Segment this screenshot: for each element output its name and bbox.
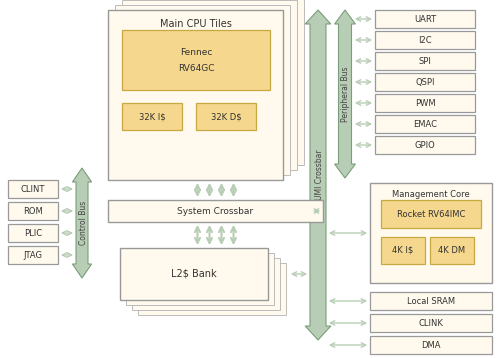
Text: EMAC: EMAC — [413, 120, 437, 129]
Text: 4K I$: 4K I$ — [392, 246, 413, 255]
Text: RV64GC: RV64GC — [178, 63, 214, 73]
Polygon shape — [72, 168, 92, 278]
Bar — [120, 248, 268, 300]
Text: DMA: DMA — [421, 340, 441, 349]
Text: PWM: PWM — [414, 98, 436, 107]
Bar — [108, 200, 323, 222]
Bar — [430, 237, 474, 264]
Text: GPIO: GPIO — [414, 140, 436, 150]
Text: L2$ Bank: L2$ Bank — [171, 269, 217, 279]
Bar — [375, 10, 475, 28]
Text: Rocket RV64IMC: Rocket RV64IMC — [397, 209, 465, 218]
Bar — [370, 183, 492, 283]
Text: Main CPU Tiles: Main CPU Tiles — [160, 19, 232, 29]
Bar — [375, 52, 475, 70]
Bar — [8, 180, 58, 198]
Bar — [122, 103, 182, 130]
Bar — [375, 115, 475, 133]
Text: CLINT: CLINT — [21, 184, 45, 194]
Text: Fennec: Fennec — [180, 48, 212, 57]
Text: CLINK: CLINK — [418, 319, 444, 328]
Bar — [115, 5, 290, 175]
Text: SPI: SPI — [418, 57, 432, 66]
Bar — [126, 253, 274, 305]
Bar — [381, 237, 425, 264]
Bar — [132, 258, 280, 310]
Text: 32K I$: 32K I$ — [138, 112, 166, 121]
Text: PLIC: PLIC — [24, 228, 42, 237]
Text: QSPI: QSPI — [415, 77, 435, 87]
Bar — [8, 224, 58, 242]
Text: UART: UART — [414, 15, 436, 24]
Text: Management Core: Management Core — [392, 189, 470, 198]
Polygon shape — [305, 10, 331, 340]
Text: Peripheral Bus: Peripheral Bus — [342, 66, 350, 122]
Polygon shape — [334, 10, 355, 178]
Text: Local SRAM: Local SRAM — [407, 296, 455, 305]
Bar — [370, 314, 492, 332]
Text: I2C: I2C — [418, 35, 432, 44]
Bar — [129, 0, 304, 165]
Bar — [8, 202, 58, 220]
Text: System Crossbar: System Crossbar — [178, 207, 254, 216]
Bar — [370, 292, 492, 310]
Text: JTAG: JTAG — [24, 251, 42, 260]
Bar — [375, 94, 475, 112]
Text: Control Bus: Control Bus — [78, 201, 88, 245]
Bar — [196, 103, 256, 130]
Bar — [108, 10, 283, 180]
Bar — [381, 200, 481, 228]
Bar — [122, 30, 270, 90]
Bar — [375, 31, 475, 49]
Bar — [375, 73, 475, 91]
Text: UMI Crossbar: UMI Crossbar — [314, 150, 324, 200]
Bar — [8, 246, 58, 264]
Bar — [138, 263, 286, 315]
Bar — [122, 0, 297, 170]
Text: 32K D$: 32K D$ — [210, 112, 242, 121]
Bar — [375, 136, 475, 154]
Text: ROM: ROM — [23, 207, 43, 216]
Text: 4K DM: 4K DM — [438, 246, 466, 255]
Bar — [370, 336, 492, 354]
